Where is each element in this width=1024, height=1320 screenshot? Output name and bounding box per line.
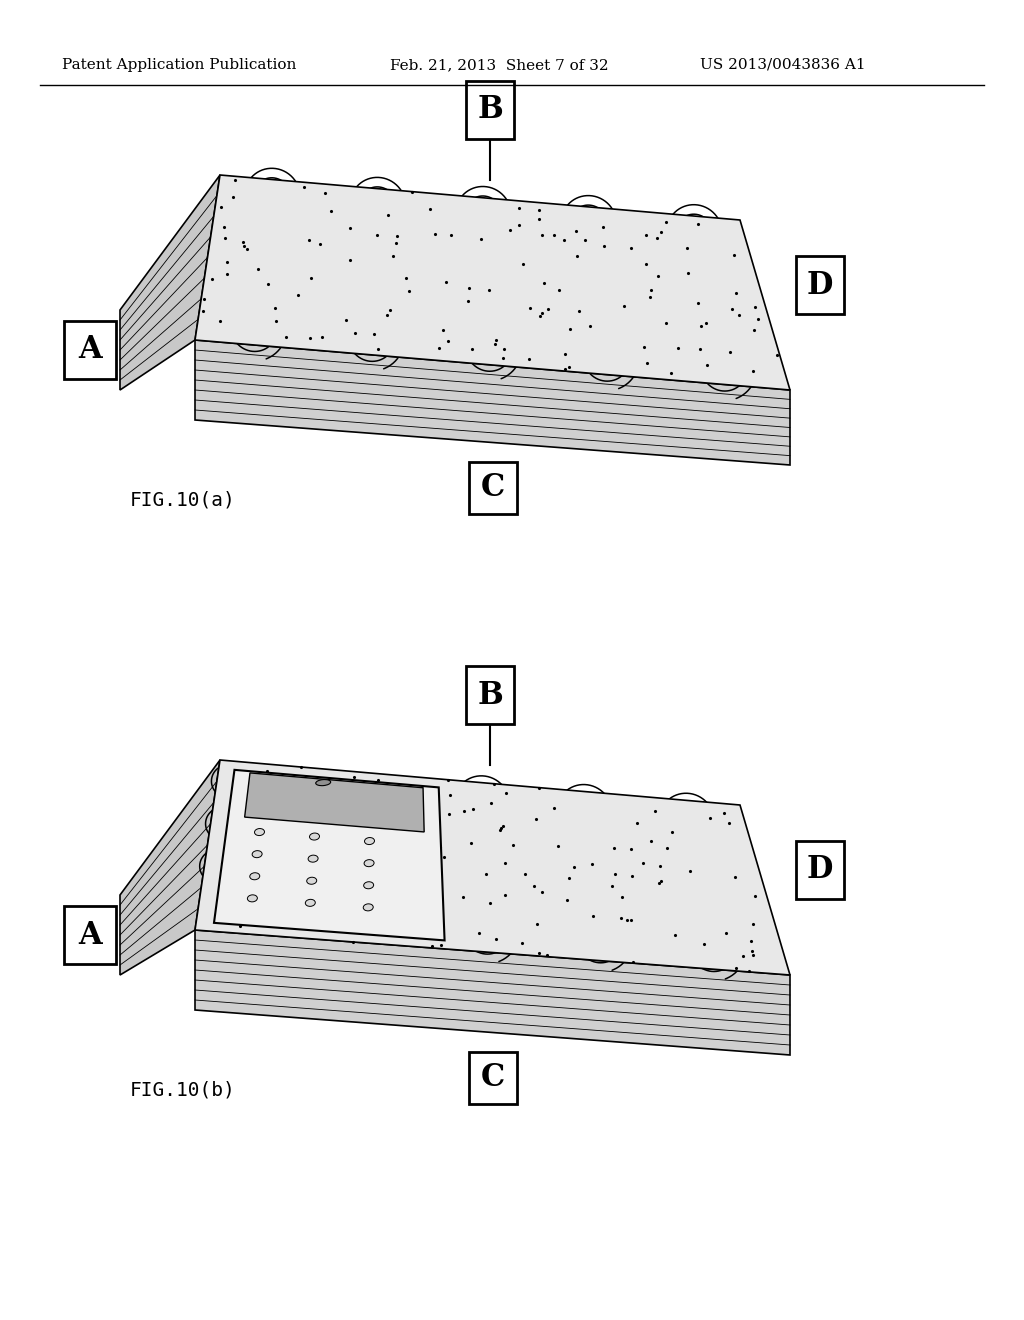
Ellipse shape	[365, 837, 375, 845]
Ellipse shape	[250, 873, 260, 879]
Text: B: B	[477, 95, 503, 125]
Text: A: A	[78, 920, 101, 950]
FancyBboxPatch shape	[466, 667, 514, 723]
Ellipse shape	[365, 859, 374, 867]
Ellipse shape	[307, 878, 316, 884]
Polygon shape	[120, 760, 220, 975]
Polygon shape	[120, 176, 220, 389]
Polygon shape	[214, 770, 444, 940]
Text: B: B	[477, 680, 503, 710]
Ellipse shape	[308, 855, 318, 862]
Text: C: C	[480, 473, 505, 503]
Ellipse shape	[305, 899, 315, 907]
Ellipse shape	[248, 895, 257, 902]
Ellipse shape	[364, 904, 373, 911]
FancyBboxPatch shape	[796, 841, 844, 899]
FancyBboxPatch shape	[466, 81, 514, 139]
Ellipse shape	[315, 780, 331, 785]
Polygon shape	[195, 176, 790, 389]
Polygon shape	[195, 931, 790, 1055]
Text: Patent Application Publication: Patent Application Publication	[62, 58, 296, 73]
FancyBboxPatch shape	[63, 906, 116, 964]
Polygon shape	[195, 341, 790, 465]
Text: D: D	[807, 269, 834, 301]
Polygon shape	[195, 760, 790, 975]
Ellipse shape	[255, 829, 264, 836]
Ellipse shape	[252, 850, 262, 858]
FancyBboxPatch shape	[469, 1052, 516, 1104]
Text: FIG.10(a): FIG.10(a)	[130, 490, 236, 510]
Text: C: C	[480, 1063, 505, 1093]
Polygon shape	[245, 774, 424, 832]
FancyBboxPatch shape	[63, 321, 116, 379]
Text: FIG.10(b): FIG.10(b)	[130, 1080, 236, 1100]
Text: Feb. 21, 2013  Sheet 7 of 32: Feb. 21, 2013 Sheet 7 of 32	[390, 58, 608, 73]
FancyBboxPatch shape	[469, 462, 516, 513]
Text: US 2013/0043836 A1: US 2013/0043836 A1	[700, 58, 865, 73]
Ellipse shape	[364, 882, 374, 888]
Text: D: D	[807, 854, 834, 886]
Ellipse shape	[309, 833, 319, 840]
Text: A: A	[78, 334, 101, 366]
FancyBboxPatch shape	[796, 256, 844, 314]
